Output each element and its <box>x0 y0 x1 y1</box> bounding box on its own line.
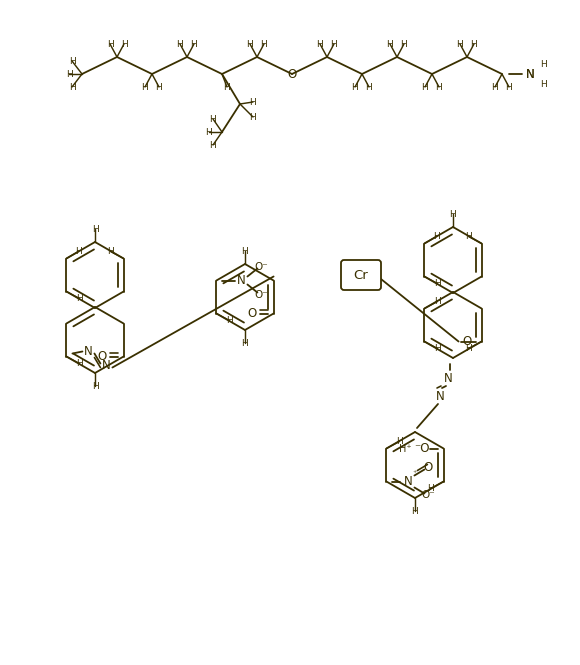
Text: H: H <box>401 39 407 49</box>
Text: O: O <box>287 68 296 80</box>
Text: H: H <box>249 112 256 122</box>
Text: H: H <box>121 39 128 49</box>
Text: H: H <box>470 39 477 49</box>
Text: H: H <box>155 82 162 92</box>
Text: H: H <box>436 82 443 92</box>
Text: H: H <box>246 39 253 49</box>
Text: H: H <box>68 57 75 65</box>
Text: H: H <box>242 247 248 255</box>
Text: H: H <box>260 39 267 49</box>
Text: O: O <box>424 461 433 474</box>
Text: H: H <box>191 39 197 49</box>
Text: H: H <box>433 232 440 241</box>
Text: H: H <box>365 82 372 92</box>
Text: H: H <box>541 80 548 88</box>
Text: H: H <box>396 437 403 446</box>
Text: N: N <box>444 372 452 384</box>
Text: O⁻: O⁻ <box>422 491 436 501</box>
Text: H: H <box>541 59 548 68</box>
Text: N: N <box>237 274 246 287</box>
Text: N: N <box>404 475 413 488</box>
Text: H: H <box>92 382 99 390</box>
Text: H: H <box>465 232 472 241</box>
Text: H: H <box>209 114 216 124</box>
Text: H: H <box>66 70 72 78</box>
Text: H: H <box>317 39 324 49</box>
Text: H: H <box>107 39 113 49</box>
Text: H: H <box>249 98 256 106</box>
Text: H: H <box>76 359 83 368</box>
Text: O: O <box>247 307 256 320</box>
Text: N: N <box>102 359 111 372</box>
Text: O⁻: O⁻ <box>255 261 269 271</box>
Text: H: H <box>209 140 216 150</box>
Text: N: N <box>525 68 534 80</box>
Text: H: H <box>206 128 212 136</box>
Text: O⁻: O⁻ <box>255 289 269 299</box>
Text: H: H <box>506 82 512 92</box>
Text: H: H <box>351 82 358 92</box>
Text: ⁻O: ⁻O <box>414 442 429 455</box>
Text: O: O <box>462 335 471 348</box>
Text: H: H <box>224 82 230 92</box>
Text: ⁺: ⁺ <box>412 469 416 478</box>
Text: H: H <box>68 82 75 92</box>
Text: H: H <box>242 338 248 348</box>
Text: H⁺: H⁺ <box>399 444 412 454</box>
Text: H: H <box>142 82 148 92</box>
Text: H: H <box>177 39 183 49</box>
Text: H: H <box>92 225 99 233</box>
Text: H: H <box>107 247 114 256</box>
Text: N: N <box>84 345 93 358</box>
Text: H: H <box>331 39 338 49</box>
Text: H: H <box>434 279 441 288</box>
Text: H: H <box>427 484 434 493</box>
Text: O: O <box>97 350 106 363</box>
Text: H: H <box>465 344 472 353</box>
Text: N: N <box>436 390 444 402</box>
Text: H: H <box>492 82 498 92</box>
Text: N: N <box>525 68 534 80</box>
Text: H: H <box>434 344 441 353</box>
Text: H: H <box>412 507 418 515</box>
Text: H: H <box>456 39 463 49</box>
Text: H: H <box>434 297 441 306</box>
Text: H: H <box>226 316 233 325</box>
Text: Cr: Cr <box>354 269 368 281</box>
Text: H: H <box>387 39 393 49</box>
FancyBboxPatch shape <box>341 260 381 290</box>
Text: H: H <box>76 294 83 303</box>
Text: H: H <box>75 247 82 256</box>
Text: H: H <box>422 82 429 92</box>
Text: H: H <box>450 209 456 219</box>
